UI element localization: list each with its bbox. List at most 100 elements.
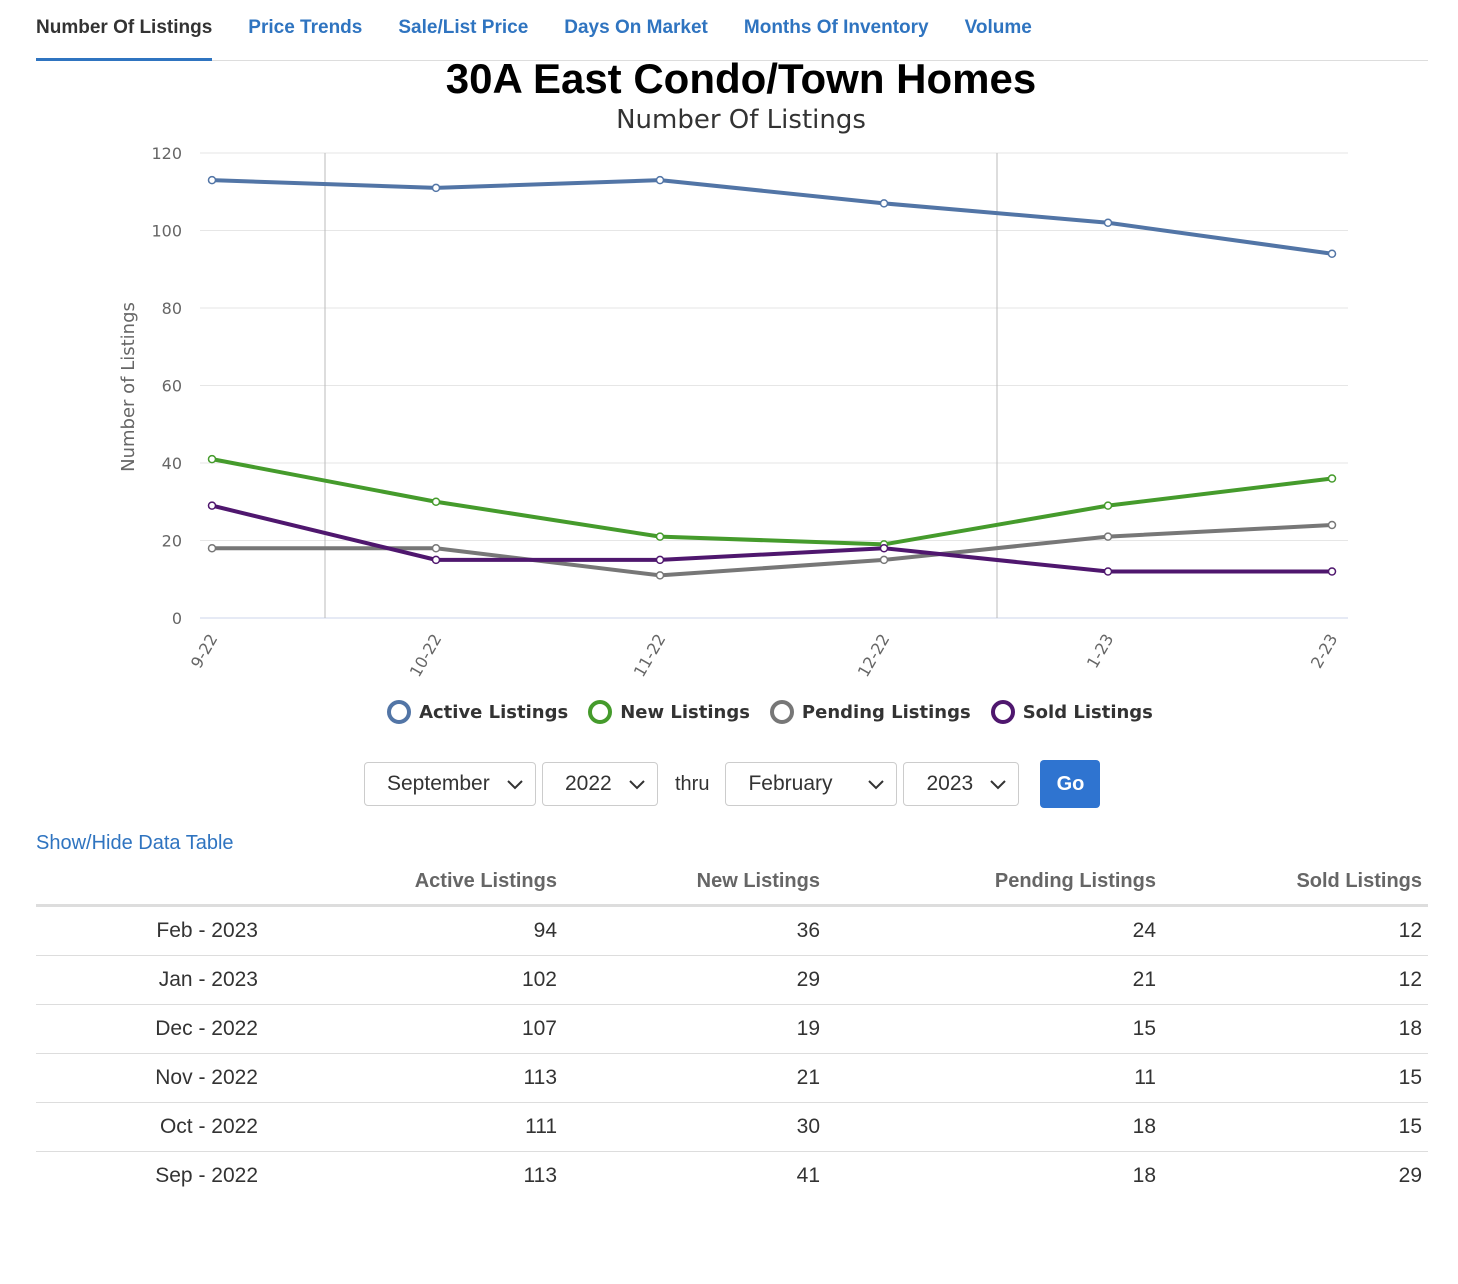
pending-listings-point (879, 555, 889, 565)
table-cell: 12 (1162, 955, 1428, 1005)
table-cell: 29 (563, 955, 826, 1005)
legend-swatch (588, 700, 613, 724)
legend-item-sold-listings[interactable]: Sold Listings (990, 700, 1153, 724)
tab-months-of-inventory[interactable]: Months Of Inventory (743, 17, 929, 38)
table-cell: 19 (563, 1004, 826, 1054)
table-header: New Listings (563, 858, 826, 907)
active-listings-point (1327, 249, 1337, 258)
to-month-value: February (748, 772, 833, 795)
chevron-down-icon (507, 780, 523, 790)
sold-listings-point (879, 544, 889, 553)
tab-sale-list-price[interactable]: Sale/List Price (398, 17, 529, 38)
sold-listings-point (431, 555, 441, 565)
chevron-down-icon (990, 780, 1007, 790)
legend-label: Active Listings (419, 701, 569, 723)
new-listings-point (1103, 501, 1113, 510)
sold-listings-point (1103, 567, 1113, 576)
to-month-select[interactable]: February (725, 762, 898, 806)
table-header (36, 858, 264, 907)
chevron-down-icon (868, 780, 885, 790)
table-cell: 113 (264, 1053, 563, 1103)
active-listings-line (211, 178, 1333, 256)
sold-listings-line (211, 503, 1332, 574)
tab-volume[interactable]: Volume (964, 17, 1032, 38)
y-axis-title: Number of Listings (118, 302, 139, 472)
table-cell: 113 (523, 1164, 557, 1187)
pending-listings-point (655, 571, 665, 580)
new-listings-point (431, 497, 441, 506)
new-listings-point (207, 454, 217, 464)
y-tick-label: 80 (162, 299, 182, 318)
x-tick-label: 12-22 (854, 631, 894, 681)
chevron-down-icon (629, 780, 645, 790)
y-tick-label: 60 (162, 377, 182, 396)
table-cell: 12 (1162, 905, 1428, 956)
y-tick-label: 0 (172, 609, 182, 628)
table-row: Feb - 2023 94 36 24 12 (36, 905, 1428, 956)
pending-listings-line (212, 523, 1333, 578)
legend-item-new-listings[interactable]: New Listings (588, 700, 750, 724)
from-month-value: September (387, 772, 490, 795)
new-listings-point (1327, 474, 1337, 483)
table-cell-month: Nov - 2022 (36, 1053, 264, 1103)
to-year-value: 2023 (926, 772, 974, 795)
tab-days-on-market[interactable]: Days On Market (564, 17, 708, 38)
tab-price-trends[interactable]: Price Trends (248, 17, 363, 38)
go-button[interactable]: Go (1040, 760, 1101, 808)
chart-header: 30A East Condo/Town Homes Number Of List… (32, 56, 1450, 138)
active-listings-point (655, 175, 665, 185)
table-cell: 18 (1132, 1164, 1156, 1187)
table-cell: 11 (826, 1053, 1162, 1103)
sold-listings-point (207, 501, 217, 510)
x-tick-label: 11-22 (630, 631, 670, 681)
table-cell-month: Jan - 2023 (36, 955, 264, 1005)
table-cell: 102 (264, 955, 563, 1005)
new-listings-line (211, 457, 1333, 547)
legend-label: New Listings (620, 701, 750, 723)
table-header: Pending Listings (826, 858, 1162, 907)
table-row: Oct - 2022 111 30 18 15 (36, 1102, 1428, 1152)
sold-listings-point (1327, 567, 1337, 576)
table-row: Nov - 2022 113 21 11 15 (36, 1053, 1428, 1103)
table-cell: 94 (264, 905, 563, 956)
legend-item-active-listings[interactable]: Active Listings (387, 700, 568, 724)
table-cell: 41 (796, 1164, 820, 1187)
table-cell: 18 (1162, 1004, 1428, 1054)
active-listings-point (431, 183, 441, 193)
table-cell: 30 (563, 1102, 826, 1152)
table-cell: 21 (563, 1053, 826, 1103)
toggle-data-table-link[interactable]: Show/Hide Data Table (36, 832, 234, 854)
table-cell: 111 (264, 1102, 563, 1152)
table-header-row: Active Listings New Listings Pending Lis… (36, 858, 1428, 907)
data-table: Active Listings New Listings Pending Lis… (36, 858, 1428, 1200)
from-year-select[interactable]: 2022 (542, 762, 658, 806)
report-tabs: Number Of Listings Price Trends Sale/Lis… (36, 0, 1428, 61)
table-cell: 15 (826, 1004, 1162, 1054)
legend-swatch (990, 700, 1015, 724)
legend-swatch (387, 700, 412, 724)
listings-line-chart: 0 20 40 60 80 100 120 Number of Listings 9-22 10-… (118, 144, 1348, 681)
pending-listings-point (207, 544, 217, 553)
active-listings-point (207, 175, 217, 185)
chart-subtitle: Number Of Listings (616, 105, 866, 135)
table-cell-month: Feb - 2023 (36, 905, 264, 956)
x-tick-label: 9-22 (187, 631, 222, 672)
new-listings-point (655, 532, 665, 541)
chart-legend: Active Listings New Listings Pending Listi… (0, 700, 1458, 724)
page-title: 30A East Condo/Town Homes (445, 55, 1037, 102)
legend-item-pending-listings[interactable]: Pending Listings (769, 700, 971, 724)
y-tick-label: 100 (151, 222, 182, 241)
active-listings-point (1103, 218, 1113, 227)
to-year-select[interactable]: 2023 (903, 762, 1020, 806)
table-row: Jan - 2023 102 29 21 12 (36, 955, 1428, 1005)
from-year-value: 2022 (565, 772, 612, 795)
table-header: Active Listings (264, 858, 563, 907)
from-month-select[interactable]: September (364, 762, 536, 806)
active-listings-point (879, 199, 889, 208)
x-tick-label: 1-23 (1083, 631, 1118, 672)
date-range-controls: September 2022 thru February 2023 Go (364, 760, 1101, 808)
pending-listings-point (1103, 532, 1113, 541)
table-cell: 21 (826, 955, 1162, 1005)
tab-number-of-listings[interactable]: Number Of Listings (36, 0, 213, 61)
legend-label: Sold Listings (1022, 701, 1153, 723)
